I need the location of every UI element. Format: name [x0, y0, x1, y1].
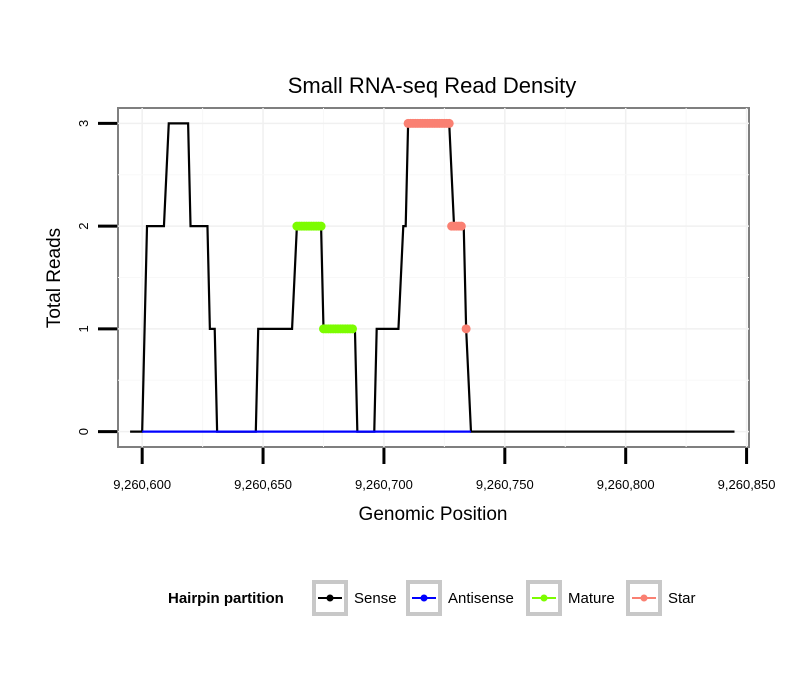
- legend-key-point: [640, 594, 648, 602]
- legend-label: Star: [668, 590, 696, 607]
- series-mature-point: [348, 324, 358, 334]
- legend-key-point: [420, 594, 428, 602]
- x-tick-label: 9,260,700: [355, 477, 413, 492]
- series-layer: [130, 118, 735, 433]
- legend-item-antisense: Antisense: [406, 580, 514, 616]
- legend-title: Hairpin partition: [168, 590, 284, 607]
- y-axis: 0 1 2 3: [76, 120, 117, 435]
- y-axis-title: Total Reads: [44, 228, 65, 328]
- x-axis: 9,260,600 9,260,650 9,260,700 9,260,750 9,26…: [113, 448, 776, 492]
- series-star-point: [461, 324, 471, 334]
- x-tick-label: 9,260,750: [476, 477, 534, 492]
- legend-item-star: Star: [626, 580, 696, 616]
- series-star-point: [456, 221, 466, 231]
- x-tick-label: 9,260,800: [597, 477, 655, 492]
- x-tick-label: 9,260,650: [234, 477, 292, 492]
- y-tick-label: 1: [76, 325, 91, 332]
- x-tick-label: 9,260,850: [718, 477, 776, 492]
- legend-label: Mature: [568, 590, 615, 607]
- series-star-point: [444, 118, 454, 128]
- y-tick-label: 3: [76, 120, 91, 127]
- y-tick-label: 2: [76, 223, 91, 230]
- legend-item-sense: Sense: [312, 580, 397, 616]
- legend-label: Sense: [354, 590, 397, 607]
- legend-key-point: [540, 594, 548, 602]
- series-mature-point: [316, 221, 326, 231]
- chart-title: Small RNA-seq Read Density: [288, 73, 577, 98]
- legend-item-mature: Mature: [526, 580, 615, 616]
- legend-key-point: [326, 594, 334, 602]
- y-tick-label: 0: [76, 428, 91, 435]
- x-tick-label: 9,260,600: [113, 477, 171, 492]
- x-axis-title: Genomic Position: [359, 504, 508, 525]
- legend-label: Antisense: [448, 590, 514, 607]
- legend: Hairpin partition Sense Antisense Mature St…: [168, 580, 696, 616]
